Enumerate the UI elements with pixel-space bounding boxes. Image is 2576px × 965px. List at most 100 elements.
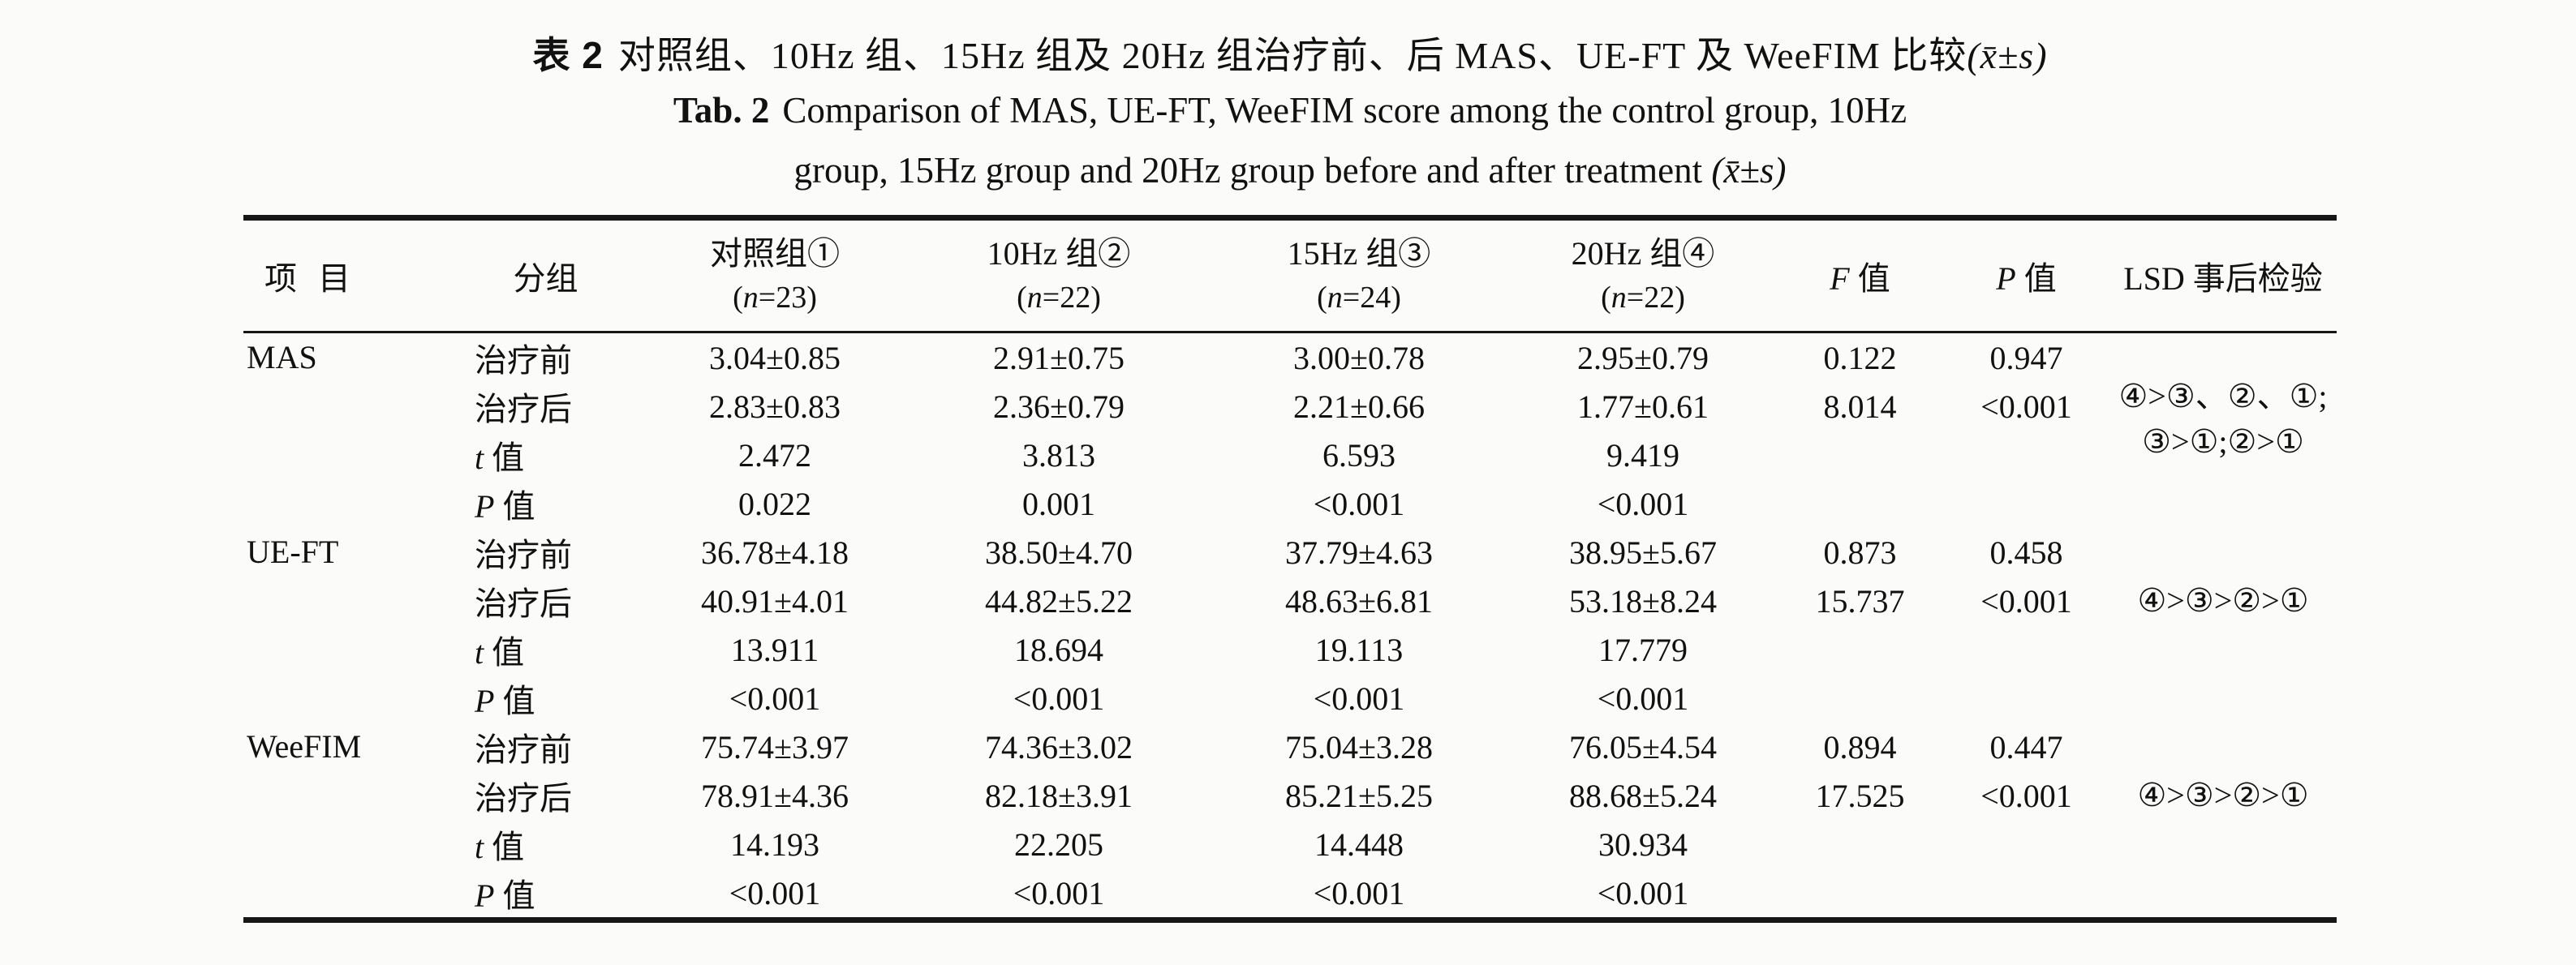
cell-value: 14.448 bbox=[1314, 826, 1404, 863]
table-title-zh-text: 对照组、10Hz 组、15Hz 组及 20Hz 组治疗前、后 MAS、UE-FT… bbox=[617, 35, 1967, 76]
cell-value: 2.91±0.75 bbox=[993, 339, 1125, 376]
cell-value: 75.74±3.97 bbox=[701, 728, 849, 766]
cell-value: 2.83±0.83 bbox=[709, 388, 841, 425]
col-header-p-value: P 值 bbox=[1943, 217, 2109, 333]
row-ueft-t: t 值 13.911 18.694 19.113 17.779 bbox=[243, 625, 2337, 674]
col-header-15hz-group: 15Hz 组③ (n=24) bbox=[1209, 217, 1509, 333]
cell-empty bbox=[1943, 820, 2109, 868]
cell-value: 36.78±4.18 bbox=[701, 534, 849, 571]
row-ueft-p: P 值 <0.001 <0.001 <0.001 <0.001 bbox=[243, 674, 2337, 723]
subrow-label-post: 治疗后 bbox=[475, 585, 572, 622]
col-header-20hz-group: 20Hz 组④ (n=22) bbox=[1509, 217, 1777, 333]
row-mas-t: t 值 2.472 3.813 6.593 9.419 bbox=[243, 431, 2337, 479]
row-mas-post: 治疗后 2.83±0.83 2.36±0.79 2.21±0.66 1.77±0… bbox=[243, 382, 2337, 431]
cell-value: 2.36±0.79 bbox=[993, 388, 1125, 425]
cell-value: 14.193 bbox=[730, 826, 819, 863]
group-name: 15Hz 组③ bbox=[1287, 235, 1431, 272]
comparison-table: 项目 分组 对照组① (n=23) 10Hz 组② (n=22) 15Hz 组③… bbox=[243, 215, 2337, 923]
cell-value: 75.04±3.28 bbox=[1285, 728, 1433, 766]
cell-value: 40.91±4.01 bbox=[701, 582, 849, 620]
group-name: 20Hz 组④ bbox=[1571, 235, 1715, 272]
subrow-label-pre: 治疗前 bbox=[475, 537, 572, 573]
cell-value: 17.779 bbox=[1598, 631, 1688, 668]
mean-sd-notation-en: (x̄±s) bbox=[1711, 150, 1787, 191]
row-weefim-post: 治疗后 78.91±4.36 82.18±3.91 85.21±5.25 88.… bbox=[243, 771, 2337, 820]
cell-value: 0.022 bbox=[738, 485, 811, 522]
cell-value: 48.63±6.81 bbox=[1285, 582, 1433, 620]
cell-value: 38.95±5.67 bbox=[1569, 534, 1717, 571]
subrow-label-p: P 值 bbox=[475, 683, 535, 719]
cell-f-value: 8.014 bbox=[1823, 388, 1897, 425]
cell-value: 88.68±5.24 bbox=[1569, 777, 1717, 814]
cell-value: 2.21±0.66 bbox=[1293, 388, 1425, 425]
cell-value: <0.001 bbox=[729, 874, 821, 911]
cell-value: 3.813 bbox=[1022, 436, 1095, 474]
cell-empty bbox=[1777, 431, 1943, 479]
col-header-control-group: 对照组① (n=23) bbox=[641, 217, 909, 333]
cell-p-value: <0.001 bbox=[1980, 388, 2072, 425]
item-label-ueft: UE-FT bbox=[247, 534, 339, 570]
group-name: 对照组① bbox=[710, 235, 840, 272]
cell-empty bbox=[1943, 674, 2109, 723]
row-ueft-pre: UE-FT 治疗前 36.78±4.18 38.50±4.70 37.79±4.… bbox=[243, 528, 2337, 619]
cell-value: 2.95±0.79 bbox=[1577, 339, 1709, 376]
group-n: (n=24) bbox=[1317, 281, 1401, 315]
cell-empty bbox=[1777, 820, 1943, 868]
cell-value: 53.18±8.24 bbox=[1569, 582, 1717, 620]
col-header-item: 项目 bbox=[243, 217, 450, 333]
cell-f-value: 0.894 bbox=[1823, 728, 1897, 766]
cell-p-value: <0.001 bbox=[1980, 582, 2072, 620]
cell-empty bbox=[1777, 625, 1943, 674]
table-title-zh: 表 2 对照组、10Hz 组、15Hz 组及 20Hz 组治疗前、后 MAS、UE… bbox=[243, 0, 2337, 80]
row-weefim-p: P 值 <0.001 <0.001 <0.001 <0.001 bbox=[243, 868, 2337, 920]
cell-empty bbox=[1777, 479, 1943, 528]
table-block: 表 2 对照组、10Hz 组、15Hz 组及 20Hz 组治疗前、后 MAS、UE… bbox=[243, 0, 2337, 923]
cell-empty bbox=[1943, 479, 2109, 528]
cell-value: 22.205 bbox=[1014, 826, 1103, 863]
cell-value: <0.001 bbox=[1597, 485, 1689, 522]
col-header-group: 分组 bbox=[450, 217, 641, 333]
cell-value: 3.00±0.78 bbox=[1293, 339, 1425, 376]
cell-value: 85.21±5.25 bbox=[1285, 777, 1433, 814]
cell-value: 9.419 bbox=[1606, 436, 1679, 474]
cell-lsd-mas: ④>③、②、①; ③>①;②>① bbox=[2109, 332, 2337, 529]
group-n: (n=22) bbox=[1017, 281, 1101, 315]
subrow-label-t: t 值 bbox=[475, 829, 525, 865]
lsd-line2: ③>①;②>① bbox=[2142, 423, 2304, 460]
cell-value: 82.18±3.91 bbox=[985, 777, 1133, 814]
lsd-line1: ④>③>②>① bbox=[2137, 582, 2309, 619]
item-label-weefim: WeeFIM bbox=[247, 728, 362, 765]
cell-value: <0.001 bbox=[1013, 680, 1105, 717]
col-header-f-value: F 值 bbox=[1777, 217, 1943, 333]
cell-empty bbox=[1777, 868, 1943, 920]
cell-value: 78.91±4.36 bbox=[701, 777, 849, 814]
cell-f-value: 17.525 bbox=[1815, 777, 1905, 814]
table-title-en-text1: Comparison of MAS, UE-FT, WeeFIM score a… bbox=[782, 90, 1907, 131]
cell-lsd-ueft: ④>③>②>① bbox=[2109, 528, 2337, 723]
cell-value: 76.05±4.54 bbox=[1569, 728, 1717, 766]
table-title-en-line1: Tab. 2 Comparison of MAS, UE-FT, WeeFIM s… bbox=[243, 80, 2337, 140]
cell-f-value: 15.737 bbox=[1815, 582, 1905, 620]
cell-value: 3.04±0.85 bbox=[709, 339, 841, 376]
lsd-line1: ④>③、②、①; bbox=[2118, 378, 2328, 414]
group-n: (n=23) bbox=[733, 281, 817, 315]
table-number-en: Tab. 2 bbox=[673, 90, 770, 131]
cell-value: <0.001 bbox=[1313, 874, 1405, 911]
cell-empty bbox=[1777, 674, 1943, 723]
subrow-label-t: t 值 bbox=[475, 440, 525, 476]
cell-p-value: <0.001 bbox=[1980, 777, 2072, 814]
subrow-label-post: 治疗后 bbox=[475, 780, 572, 817]
cell-empty bbox=[1943, 868, 2109, 920]
group-n: (n=22) bbox=[1601, 281, 1685, 315]
mean-sd-notation: (x̄±s) bbox=[1967, 35, 2048, 76]
cell-value: <0.001 bbox=[1597, 874, 1689, 911]
cell-value: 74.36±3.02 bbox=[985, 728, 1133, 766]
subrow-label-pre: 治疗前 bbox=[475, 731, 572, 768]
row-mas-pre: MAS 治疗前 3.04±0.85 2.91±0.75 3.00±0.78 2.… bbox=[243, 332, 2337, 460]
cell-value: 37.79±4.63 bbox=[1285, 534, 1433, 571]
cell-value: <0.001 bbox=[1597, 680, 1689, 717]
cell-value: 2.472 bbox=[738, 436, 811, 474]
lsd-line1: ④>③>②>① bbox=[2137, 777, 2309, 813]
subrow-label-t: t 值 bbox=[475, 634, 525, 671]
